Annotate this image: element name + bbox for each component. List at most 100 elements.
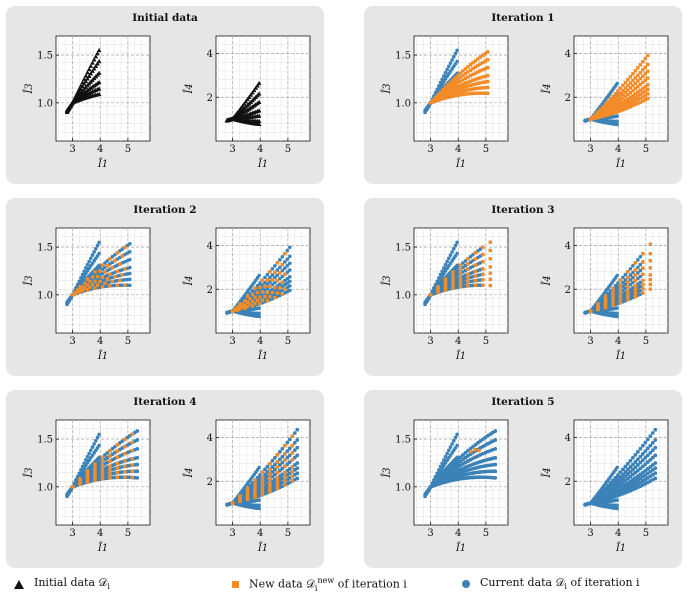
panel-4-subplot-1-point-598 bbox=[290, 451, 295, 455]
panel-5-subplot-0-xlabel: Ī1 bbox=[455, 542, 466, 554]
panel-4-subplot-0-point-535 bbox=[123, 459, 127, 463]
panel-1-subplot-1-point-300 bbox=[628, 101, 633, 106]
panel-2-subplot-0-point-329 bbox=[80, 288, 85, 293]
panel-1-subplot-1-point-156 bbox=[628, 75, 633, 79]
panel-4-subplot-1-point-576 bbox=[260, 470, 265, 474]
panel-2-subplot-1-point-365 bbox=[258, 295, 262, 299]
panel-4-subplot-0-point-533 bbox=[108, 464, 112, 468]
panel-1-subplot-0-point-131 bbox=[448, 80, 453, 85]
panel-1-subplot-1-point-257 bbox=[641, 86, 645, 91]
panel-1-subplot-0-point-163 bbox=[468, 68, 473, 72]
panel-2-subplot-1-point-357 bbox=[253, 295, 257, 299]
panel-1-subplot-0-point-277 bbox=[453, 93, 458, 98]
panel-1-subplot-1-point-226 bbox=[623, 94, 628, 99]
panel-1-subplot-0-point-213 bbox=[473, 77, 478, 82]
panel-2-subplot-1-xlabel: Ī1 bbox=[257, 350, 268, 362]
panel-0-subplot-0-point-32 bbox=[95, 61, 100, 66]
panel-1-subplot-0-point-257 bbox=[463, 88, 468, 93]
panel-2-subplot-0-point-335 bbox=[70, 293, 75, 297]
panel-3-subplot-0-point-339 bbox=[488, 283, 493, 288]
panel-1-subplot-0-point-141 bbox=[473, 59, 478, 63]
panel-3-subplot-0-point-10 bbox=[445, 259, 449, 264]
panel-3-subplot-0-point-328 bbox=[473, 278, 478, 283]
panel-1-subplot-1-point-197 bbox=[611, 100, 615, 105]
panel-1-subplot-0-point-211 bbox=[468, 79, 473, 83]
panel-2-subplot-0-point-290 bbox=[128, 283, 132, 288]
panel-2-subplot-1-point-346 bbox=[280, 262, 285, 267]
panel-5-subplot-0-point-14 bbox=[452, 438, 456, 443]
panel-3-subplot-1-point-321 bbox=[626, 270, 630, 274]
panel-4-subplot-0-point-551 bbox=[108, 472, 112, 476]
panel-1-subplot-0-point-168 bbox=[481, 60, 485, 65]
panel-1-subplot-1-point-147 bbox=[606, 100, 610, 104]
panel-1-subplot-1-point-328 bbox=[638, 100, 643, 104]
panel-1-subplot-1-point-319 bbox=[616, 109, 620, 114]
panel-1-subplot-0-point-160 bbox=[461, 73, 465, 78]
panel-1-subplot-0-point-134 bbox=[456, 73, 460, 78]
panel-2-subplot-1-point-388 bbox=[265, 299, 270, 303]
panel-4-subplot-0-point-563 bbox=[130, 475, 135, 480]
panel-1-subplot-0-point-181 bbox=[453, 82, 458, 87]
panel-1-subplot-1-point-222 bbox=[613, 101, 618, 106]
panel-3-subplot-0-point-16 bbox=[455, 240, 459, 245]
panel-0-subplot-0-point-16 bbox=[96, 47, 102, 53]
panel-1-subplot-0-point-258 bbox=[466, 88, 470, 92]
panel-1-subplot-0-ylabel: Ī3 bbox=[381, 83, 393, 94]
panel-4-subplot-1-point-409 bbox=[295, 438, 300, 442]
panel-3-subplot-0-point-327 bbox=[466, 280, 470, 284]
panel-1-subplot-0-point-281 bbox=[463, 92, 468, 96]
panel-1-subplot-0-point-129 bbox=[443, 85, 448, 89]
panel-3-subplot-1-point-324 bbox=[648, 242, 653, 246]
panel-1-subplot-0-point-155 bbox=[448, 83, 453, 87]
panel-1-subplot-1-point-152 bbox=[618, 86, 623, 90]
panel-1-subplot-0-point-27 bbox=[445, 74, 449, 79]
panel-2-subplot-1-point-210 bbox=[285, 263, 290, 268]
panel-1-subplot-0-point-271 bbox=[438, 97, 443, 102]
panel-4-subplot-1-point-379 bbox=[288, 437, 292, 442]
panel-4-subplot-0-point-16 bbox=[97, 432, 101, 437]
panel-1-subplot-0-point-229 bbox=[453, 88, 458, 93]
panel-2-subplot-0-point-330 bbox=[88, 285, 92, 290]
panel-1-subplot-0-point-25 bbox=[442, 79, 446, 84]
panel-1-subplot-1-point-235 bbox=[646, 76, 650, 80]
panel-1-subplot-1-point-178 bbox=[623, 86, 628, 90]
panel-1-subplot-1-point-180 bbox=[628, 81, 633, 85]
panel-3-subplot-0-ytick-label-0: 1.0 bbox=[395, 290, 411, 301]
panel-3-subplot-1-point-341 bbox=[641, 266, 645, 270]
panel-1-subplot-1-point-329 bbox=[641, 99, 645, 103]
panel-3-subplot-0-point-309 bbox=[466, 272, 470, 276]
panel-4-subplot-0-point-446 bbox=[135, 462, 140, 467]
panel-5-subplot-0-point-12 bbox=[448, 445, 453, 449]
panel-1-subplot-1-point-196 bbox=[608, 102, 613, 107]
panel-1-subplot-0-point-216 bbox=[481, 75, 485, 79]
panel-2-subplot-0-point-325 bbox=[105, 277, 110, 281]
panel-3-subplot-0-point-12 bbox=[448, 253, 453, 257]
panel-1-subplot-0-point-170 bbox=[486, 58, 490, 62]
panel-1-subplot-0-point-152 bbox=[441, 89, 445, 94]
panel-5-subplot-1-point-373 bbox=[631, 456, 635, 460]
panel-1-subplot-0-point-233 bbox=[463, 85, 468, 89]
panel-4-subplot-1-point-376 bbox=[280, 446, 285, 451]
panel-1-subplot-0-point-208 bbox=[461, 82, 465, 87]
panel-4-subplot-1-point-463 bbox=[295, 453, 300, 458]
panel-0-subplot-1-point-10 bbox=[246, 94, 252, 99]
panel-5-subplot-1-xtick-label-0: 3 bbox=[587, 528, 593, 539]
panel-2-subplot-1-ylabel: Ī4 bbox=[183, 275, 195, 286]
panel-2-subplot-0-point-300 bbox=[83, 281, 87, 286]
panel-1-subplot-0-point-133 bbox=[453, 75, 458, 80]
panel-4-subplot-0-point-517 bbox=[123, 444, 127, 449]
panel-0-subplot-0-ylabel: Ī3 bbox=[23, 83, 35, 94]
panel-1-subplot-0-point-203 bbox=[448, 88, 453, 93]
panel-0-subplot-0-point-84 bbox=[96, 86, 102, 91]
panel-1-subplot-0-point-288 bbox=[481, 91, 485, 95]
panel-2-subplot-0-point-332 bbox=[103, 281, 107, 285]
panel-1-subplot-0-point-145 bbox=[483, 51, 488, 56]
panel-1-subplot-1-point-187 bbox=[646, 62, 650, 67]
panel-1-subplot-0-point-242 bbox=[486, 79, 490, 84]
panel-3-subplot-0-point-329 bbox=[481, 278, 485, 282]
panel-1-subplot-1-point-252 bbox=[628, 95, 633, 99]
panel-1-subplot-0-point-184 bbox=[461, 78, 465, 82]
panel-0-subplot-0-xtick-label-1: 4 bbox=[97, 144, 103, 155]
panel-0-subplot-0-point-67 bbox=[96, 79, 102, 85]
panel-1-subplot-0-point-183 bbox=[458, 79, 463, 84]
